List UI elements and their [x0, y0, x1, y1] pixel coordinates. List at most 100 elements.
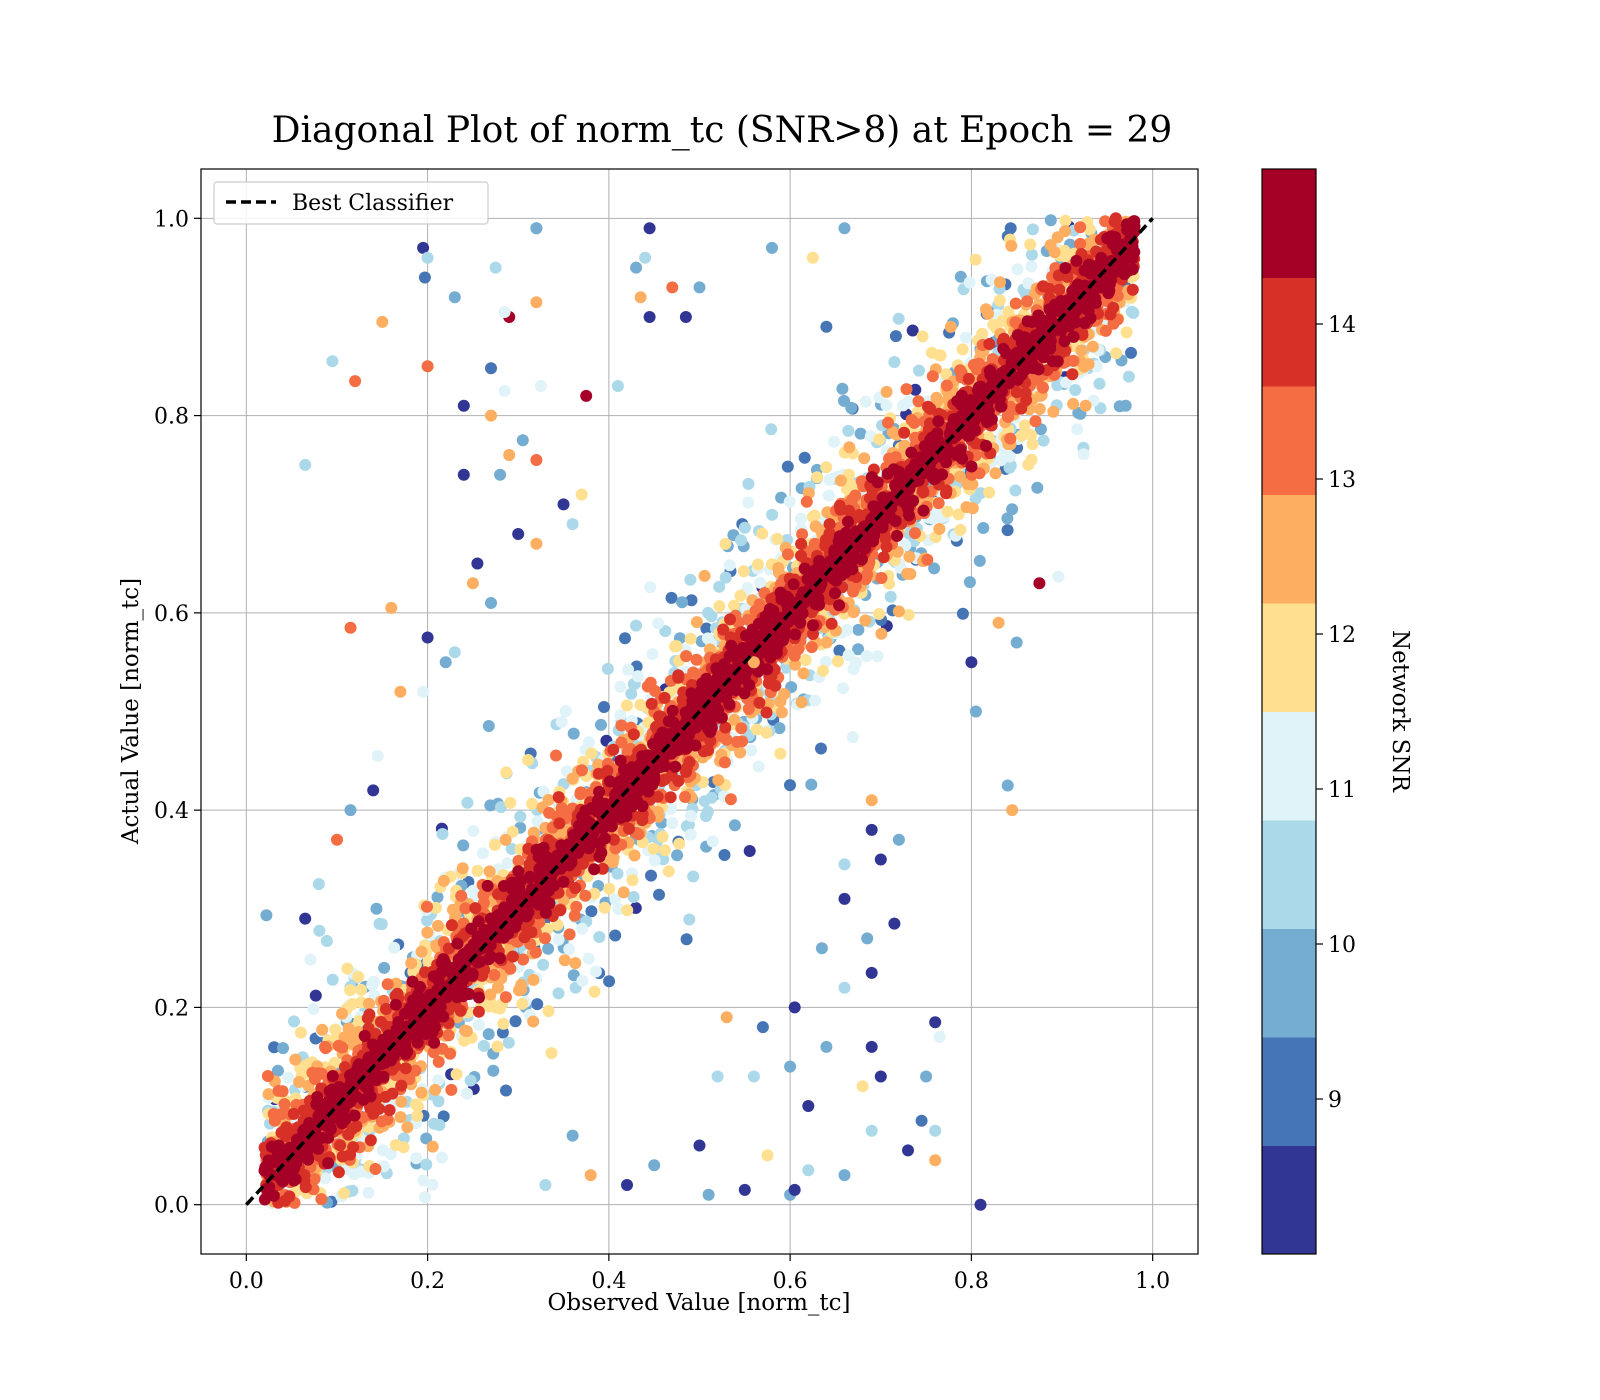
- scatter-point: [554, 904, 567, 917]
- scatter-point: [1024, 238, 1037, 251]
- scatter-point: [539, 932, 552, 945]
- scatter-point: [579, 889, 592, 902]
- scatter-point: [1074, 237, 1087, 250]
- scatter-point: [652, 617, 665, 630]
- scatter-point: [728, 599, 740, 612]
- scatter-point: [701, 805, 714, 818]
- scatter-point: [1011, 263, 1024, 276]
- scatter-point: [1021, 295, 1034, 308]
- scatter-point: [427, 1046, 440, 1059]
- scatter-point: [735, 722, 748, 735]
- scatter-point: [612, 903, 625, 915]
- scatter-point: [817, 664, 829, 677]
- scatter-point: [287, 1107, 300, 1120]
- scatter-point: [706, 835, 719, 848]
- scatter-point: [743, 845, 756, 857]
- scatter-point: [497, 1017, 510, 1030]
- scatter-point: [822, 489, 835, 502]
- scatter-point: [482, 720, 495, 732]
- scatter-point: [671, 849, 684, 862]
- scatter-point: [1015, 402, 1028, 415]
- scatter-point: [847, 585, 860, 598]
- scatter-point: [1093, 377, 1106, 390]
- scatter-point: [843, 441, 856, 454]
- scatter-point: [809, 694, 821, 707]
- scatter-point: [741, 613, 754, 626]
- scatter-point: [847, 606, 860, 619]
- scatter-point: [800, 495, 813, 508]
- scatter-point: [940, 379, 953, 392]
- scatter-point: [304, 953, 317, 966]
- scatter-point: [823, 473, 836, 486]
- scatter-point: [954, 364, 967, 377]
- scatter-point: [903, 550, 916, 563]
- scatter-point: [784, 779, 796, 792]
- scatter-point: [537, 958, 550, 971]
- scatter-point: [268, 1041, 281, 1054]
- scatter-point: [1005, 239, 1018, 252]
- scatter-point: [1009, 297, 1022, 310]
- scatter-point: [653, 710, 666, 723]
- scatter-point: [664, 791, 677, 804]
- scatter-point: [363, 1008, 376, 1021]
- scatter-point: [467, 825, 480, 837]
- scatter-point: [271, 1064, 284, 1077]
- scatter-point: [588, 985, 601, 998]
- scatter-point: [370, 902, 383, 915]
- scatter-point: [782, 548, 794, 561]
- scatter-point: [753, 598, 766, 611]
- scatter-point: [426, 1140, 439, 1153]
- scatter-point: [543, 806, 556, 819]
- scatter-point: [1122, 370, 1135, 383]
- scatter-point: [338, 1187, 350, 1200]
- scatter-point: [389, 1139, 402, 1151]
- scatter-point: [550, 749, 562, 762]
- scatter-point: [1010, 386, 1023, 399]
- scatter-point: [679, 791, 691, 803]
- scatter-point: [717, 623, 730, 636]
- scatter-point: [455, 889, 468, 902]
- scatter-point: [500, 1084, 512, 1097]
- scatter-point: [969, 253, 982, 266]
- scatter-point: [627, 728, 640, 741]
- scatter-point: [1001, 409, 1014, 422]
- scatter-point: [468, 885, 481, 898]
- scatter-point: [888, 356, 901, 368]
- scatter-point: [589, 965, 602, 978]
- scatter-point: [837, 682, 849, 695]
- scatter-point: [841, 623, 854, 636]
- scatter-point: [646, 648, 659, 661]
- scatter-point: [713, 580, 726, 593]
- scatter-point: [724, 613, 736, 626]
- scatter-point: [1003, 450, 1016, 463]
- scatter-point: [334, 1139, 347, 1152]
- scatter-point: [658, 844, 671, 857]
- scatter-point: [820, 461, 833, 474]
- scatter-point: [684, 828, 697, 841]
- scatter-point: [487, 1064, 500, 1077]
- scatter-point: [346, 1122, 359, 1135]
- scatter-point: [983, 338, 996, 350]
- scatter-point: [429, 901, 442, 914]
- scatter-point: [272, 1084, 285, 1097]
- scatter-point: [355, 983, 368, 996]
- scatter-point: [886, 426, 899, 439]
- scatter-point: [262, 1088, 275, 1101]
- scatter-point: [808, 509, 821, 522]
- scatter-point: [346, 998, 359, 1010]
- scatter-point: [940, 368, 953, 381]
- scatter-point: [954, 523, 967, 536]
- scatter-point: [326, 973, 339, 986]
- scatter-point: [970, 363, 983, 376]
- scatter-point: [944, 320, 957, 333]
- scatter-point: [395, 1079, 408, 1092]
- scatter-point: [993, 294, 1006, 307]
- scatter-point: [567, 969, 580, 982]
- scatter-point: [662, 865, 675, 878]
- scatter-point: [752, 760, 765, 773]
- scatter-point: [1120, 326, 1133, 339]
- scatter-point: [364, 1134, 377, 1147]
- scatter-point: [846, 731, 859, 744]
- scatter-point: [765, 593, 778, 606]
- scatter-point: [588, 887, 601, 900]
